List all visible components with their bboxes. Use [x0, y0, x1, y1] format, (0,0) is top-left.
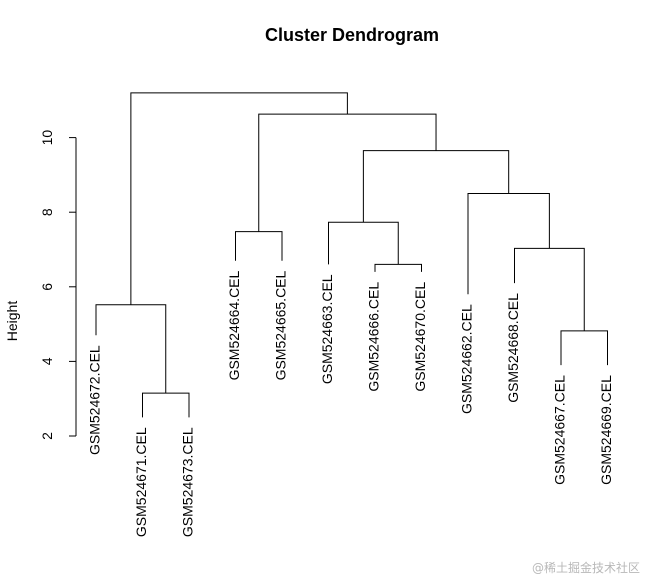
- dendrogram-merge-10: [130, 92, 348, 305]
- y-tick-label: 6: [39, 283, 55, 291]
- y-tick-label: 8: [39, 208, 55, 216]
- y-axis: 2 4 6 8 10: [39, 130, 77, 440]
- leaf-label: GSM524668.CEL: [505, 293, 521, 403]
- leaf-label: GSM524665.CEL: [273, 270, 289, 380]
- chart-title: Cluster Dendrogram: [265, 25, 439, 45]
- leaf-label: GSM524667.CEL: [552, 375, 568, 485]
- dendrogram-merge-4: [328, 221, 399, 265]
- dendrogram-merge-2: [235, 231, 283, 261]
- dendrogram-merge-0: [142, 392, 190, 418]
- leaf-label: GSM524669.CEL: [598, 375, 614, 485]
- watermark-text: @稀土掘金技术社区: [531, 561, 640, 575]
- y-tick-label: 10: [39, 130, 55, 146]
- y-axis-label: Height: [4, 301, 20, 342]
- dendrogram-merge-3: [374, 263, 422, 272]
- dendrogram-merge-9: [258, 113, 437, 232]
- dendrogram-merge-7: [467, 193, 550, 295]
- leaf-label: GSM524672.CEL: [87, 345, 103, 455]
- leaf-label: GSM524670.CEL: [412, 282, 428, 392]
- dendrogram-merge-8: [362, 150, 510, 223]
- leaf-label: GSM524662.CEL: [459, 304, 475, 414]
- leaf-label: GSM524673.CEL: [180, 427, 196, 537]
- dendrogram-merge-6: [514, 247, 585, 331]
- dendrogram-branches: [95, 92, 608, 418]
- leaf-label: GSM524671.CEL: [133, 427, 149, 537]
- leaf-label: GSM524664.CEL: [226, 270, 242, 380]
- y-tick-label: 2: [39, 432, 55, 440]
- y-tick-label: 4: [39, 357, 55, 365]
- leaf-label: GSM524666.CEL: [366, 282, 382, 392]
- dendrogram-merge-1: [95, 304, 167, 394]
- leaf-label: GSM524663.CEL: [319, 274, 335, 384]
- dendrogram-merge-5: [560, 330, 608, 366]
- leaf-labels: GSM524672.CEL GSM524671.CEL GSM524673.CEL G…: [87, 270, 615, 537]
